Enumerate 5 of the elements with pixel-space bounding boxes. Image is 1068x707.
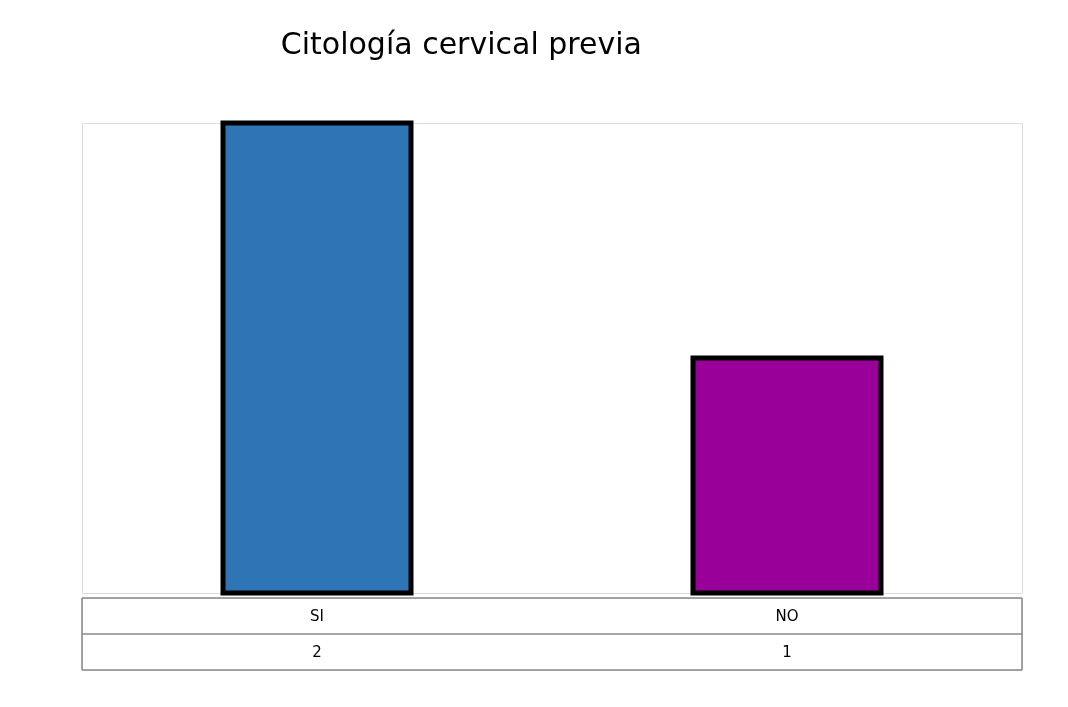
x-tick-label: NO bbox=[775, 607, 799, 625]
x-tick-label: SI bbox=[310, 607, 324, 625]
chart-title: Citología cervical previa bbox=[280, 26, 642, 61]
data-label: 1 bbox=[782, 643, 792, 661]
data-label: 2 bbox=[312, 643, 322, 661]
